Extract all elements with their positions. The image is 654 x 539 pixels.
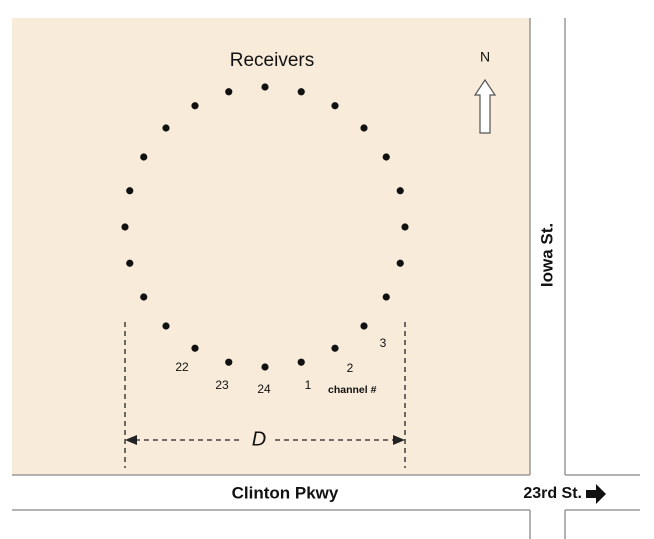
receiver-dot xyxy=(191,344,199,352)
receiver-dot xyxy=(297,88,305,96)
site-block xyxy=(12,18,530,475)
receiver-dot xyxy=(140,153,148,161)
receiver-dot xyxy=(162,124,170,132)
receiver-dot xyxy=(140,293,148,301)
channel-label: 2 xyxy=(347,361,354,375)
channel-label: 1 xyxy=(305,378,312,392)
receiver-dot xyxy=(331,344,339,352)
north-arrow xyxy=(473,78,497,134)
channel-label: 23 xyxy=(215,378,229,392)
receiver-dot xyxy=(360,124,368,132)
dimension-label: D xyxy=(252,428,266,450)
channel-label: 3 xyxy=(380,336,387,350)
receiver-dot xyxy=(126,187,134,195)
receiver-dot xyxy=(396,259,404,267)
receiver-dot xyxy=(225,88,233,96)
receiver-dot xyxy=(121,223,129,231)
receiver-dot xyxy=(126,259,134,267)
east-arrow xyxy=(586,484,606,504)
receiver-dot xyxy=(261,83,269,91)
receiver-dot xyxy=(162,322,170,330)
receiver-dot xyxy=(360,322,368,330)
north-label: N xyxy=(480,49,490,65)
receiver-dot xyxy=(297,358,305,366)
road-edges xyxy=(12,18,640,539)
iowa-st-label: Iowa St. xyxy=(537,223,556,287)
receiver-dot xyxy=(382,293,390,301)
channel-label: 22 xyxy=(175,360,189,374)
dimension-lines xyxy=(124,322,406,468)
channel-caption: channel # xyxy=(328,384,377,396)
receiver-dot xyxy=(382,153,390,161)
clinton-pkwy-label: Clinton Pkwy xyxy=(232,483,339,502)
receiver-dot xyxy=(331,102,339,110)
receivers-label: Receivers xyxy=(230,50,314,71)
receiver-dot xyxy=(396,187,404,195)
23rd-st-label: 23rd St. xyxy=(523,485,582,502)
receiver-dot xyxy=(401,223,409,231)
receiver-dot xyxy=(225,358,233,366)
receiver-dot xyxy=(261,363,269,371)
receiver-dot xyxy=(191,102,199,110)
channel-label: 24 xyxy=(257,382,271,396)
receiver-ring xyxy=(121,83,409,371)
